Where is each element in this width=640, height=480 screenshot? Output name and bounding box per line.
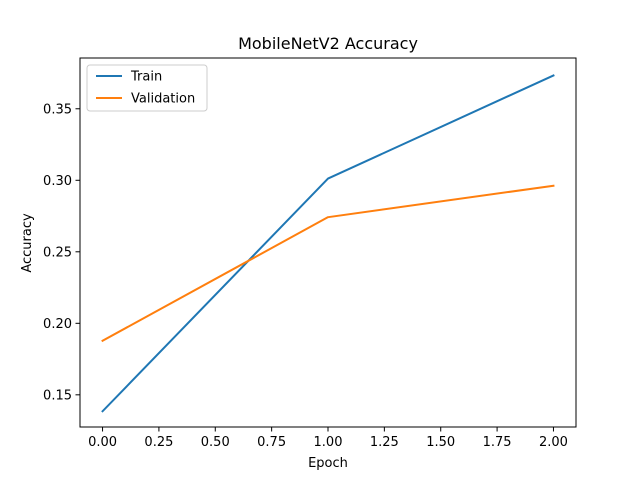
legend: Train Validation: [86, 64, 208, 112]
plot-background: [80, 58, 576, 427]
y-tick-label: 0.20: [43, 317, 72, 332]
x-tick-label: 0.00: [88, 435, 117, 450]
series-line-validation: [101, 184, 555, 343]
x-tick-label: 1.00: [314, 435, 343, 450]
y-axis: 0.15 0.20 0.25 0.30 0.35: [43, 102, 80, 403]
legend-label-validation: Validation: [131, 92, 195, 107]
x-axis-label: Epoch: [308, 456, 348, 471]
x-tick-label: 1.25: [370, 435, 399, 450]
legend-label-train: Train: [130, 70, 162, 85]
y-tick-label: 0.25: [43, 245, 72, 260]
y-axis-label: Accuracy: [20, 213, 35, 273]
series-line-train: [101, 74, 555, 413]
x-tick-label: 1.75: [483, 435, 512, 450]
x-tick-label: 0.75: [257, 435, 286, 450]
y-tick-label: 0.35: [43, 102, 72, 117]
plot-area: [79, 57, 577, 428]
y-tick-label: 0.30: [43, 174, 72, 189]
x-axis: 0.00 0.25 0.50 0.75 1.00 1.25 1.50 1.75 2.00: [88, 427, 568, 450]
y-tick-label: 0.15: [43, 388, 72, 403]
x-tick-label: 0.25: [144, 435, 173, 450]
x-tick-label: 0.50: [201, 435, 230, 450]
x-tick-label: 1.50: [426, 435, 455, 450]
x-tick-label: 2.00: [539, 435, 568, 450]
chart-title: MobileNetV2 Accuracy: [238, 34, 418, 53]
